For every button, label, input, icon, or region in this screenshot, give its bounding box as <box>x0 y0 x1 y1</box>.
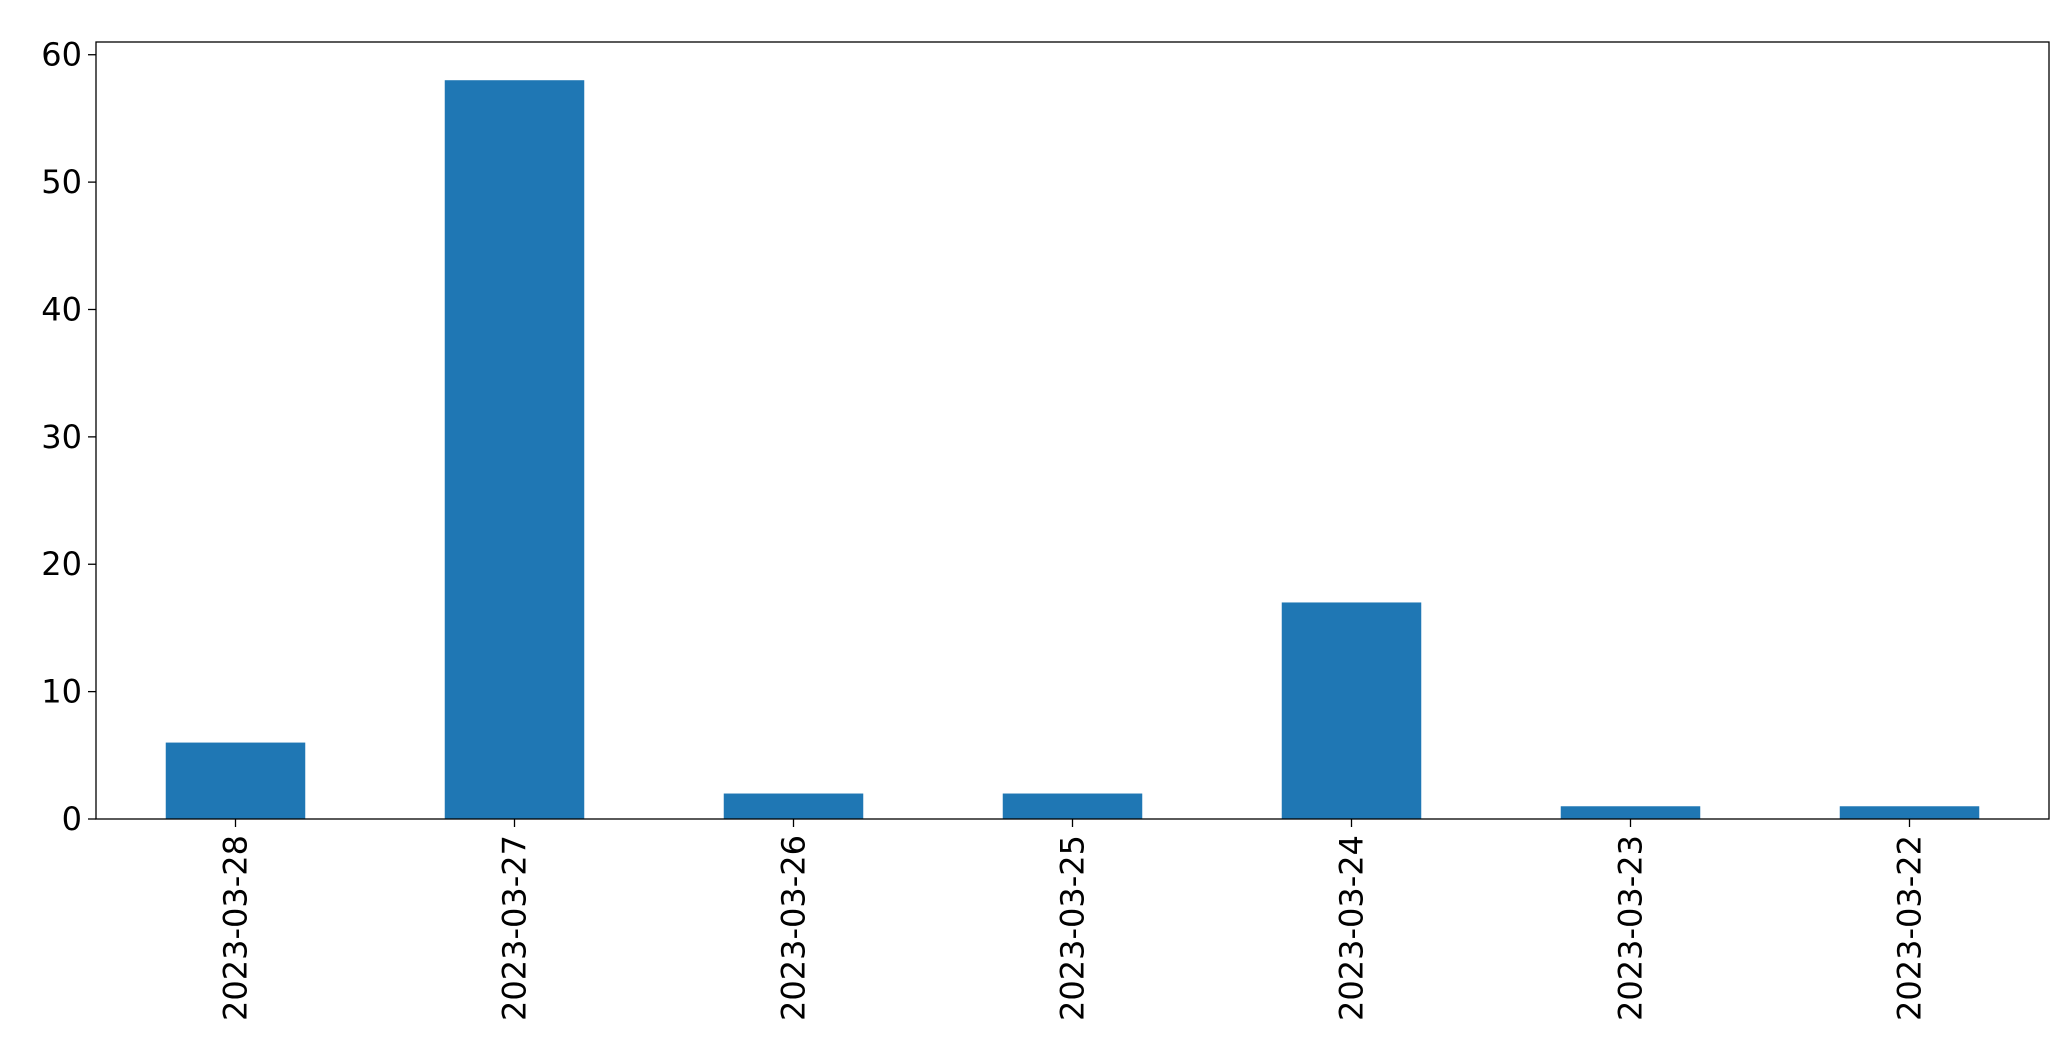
y-tick-label: 0 <box>62 800 82 838</box>
x-tick-label: 2023-03-25 <box>1054 835 1092 1021</box>
x-tick-label: 2023-03-28 <box>217 835 255 1021</box>
x-tick-label: 2023-03-27 <box>496 835 534 1021</box>
y-tick-label: 30 <box>41 418 82 456</box>
x-tick-label: 2023-03-23 <box>1612 835 1650 1021</box>
y-tick-label: 50 <box>41 163 82 201</box>
bars-layer <box>165 80 1980 819</box>
x-axis: 2023-03-28 2023-03-27 2023-03-26 2023-03-25… <box>217 819 1929 1021</box>
bar-2023-03-23 <box>1560 806 1701 819</box>
y-tick-label: 40 <box>41 290 82 328</box>
y-tick-label: 10 <box>41 673 82 711</box>
bar-2023-03-24 <box>1281 602 1422 819</box>
x-tick-label: 2023-03-24 <box>1333 835 1371 1021</box>
y-tick-label: 60 <box>41 36 82 74</box>
x-tick-label: 2023-03-26 <box>775 835 813 1021</box>
bar-2023-03-22 <box>1839 806 1980 819</box>
bar-2023-03-25 <box>1002 793 1143 819</box>
plot-frame <box>95 41 2050 820</box>
bar-2023-03-28 <box>165 742 306 819</box>
y-axis: 0 10 20 30 40 50 60 <box>41 36 96 838</box>
x-tick-label: 2023-03-22 <box>1891 835 1929 1021</box>
bar-2023-03-26 <box>723 793 864 819</box>
bar-2023-03-27 <box>444 80 585 819</box>
y-tick-label: 20 <box>41 545 82 583</box>
